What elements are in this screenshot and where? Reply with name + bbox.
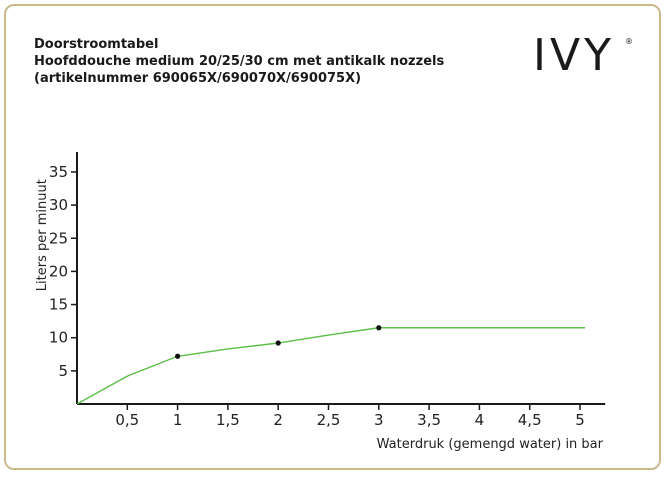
chart-header: Doorstroomtabel Hoofddouche medium 20/25… (34, 36, 444, 87)
data-point (175, 353, 181, 359)
x-tick-label: 2,5 (317, 411, 341, 429)
y-tick-label: 35 (49, 163, 68, 181)
header-line-3: (artikelnummer 690065X/690070X/690075X) (34, 71, 362, 86)
header-line-2: Hoofddouche medium 20/25/30 cm met antik… (34, 54, 445, 69)
x-tick-label: 1,5 (216, 411, 240, 429)
x-tick-label: 4 (475, 411, 485, 429)
x-tick-label: 0,5 (115, 411, 139, 429)
x-axis-ticks: 0,5 1 1,5 2 2,5 3 3,5 4 4,5 5 (115, 404, 585, 429)
y-tick-label: 5 (58, 362, 68, 380)
ivy-logo: IVY ® (533, 30, 633, 74)
x-tick-label: 3 (374, 411, 384, 429)
y-tick-label: 30 (49, 196, 68, 214)
x-axis-label: Waterdruk (gemengd water) in bar (377, 437, 604, 452)
chart-axes (76, 152, 606, 405)
y-tick-label: 25 (49, 229, 68, 247)
y-tick-label: 10 (49, 329, 68, 347)
logo-text: IVY (533, 30, 615, 74)
header-line-1: Doorstroomtabel (34, 37, 159, 52)
chart-frame (4, 4, 661, 470)
y-tick-label: 20 (49, 262, 68, 280)
chart-series (76, 325, 586, 405)
y-axis-label: Liters per minuut (35, 179, 50, 291)
x-tick-label: 4,5 (518, 411, 542, 429)
x-tick-label: 1 (173, 411, 183, 429)
x-tick-label: 3,5 (417, 411, 441, 429)
data-point (275, 340, 281, 346)
data-point (376, 325, 382, 331)
logo-registered-mark: ® (625, 37, 633, 46)
series-line (76, 327, 586, 405)
x-tick-label: 5 (575, 411, 585, 429)
y-axis-ticks: 5 10 15 20 25 30 35 (49, 163, 77, 380)
y-tick-label: 15 (49, 296, 68, 314)
x-tick-label: 2 (273, 411, 283, 429)
